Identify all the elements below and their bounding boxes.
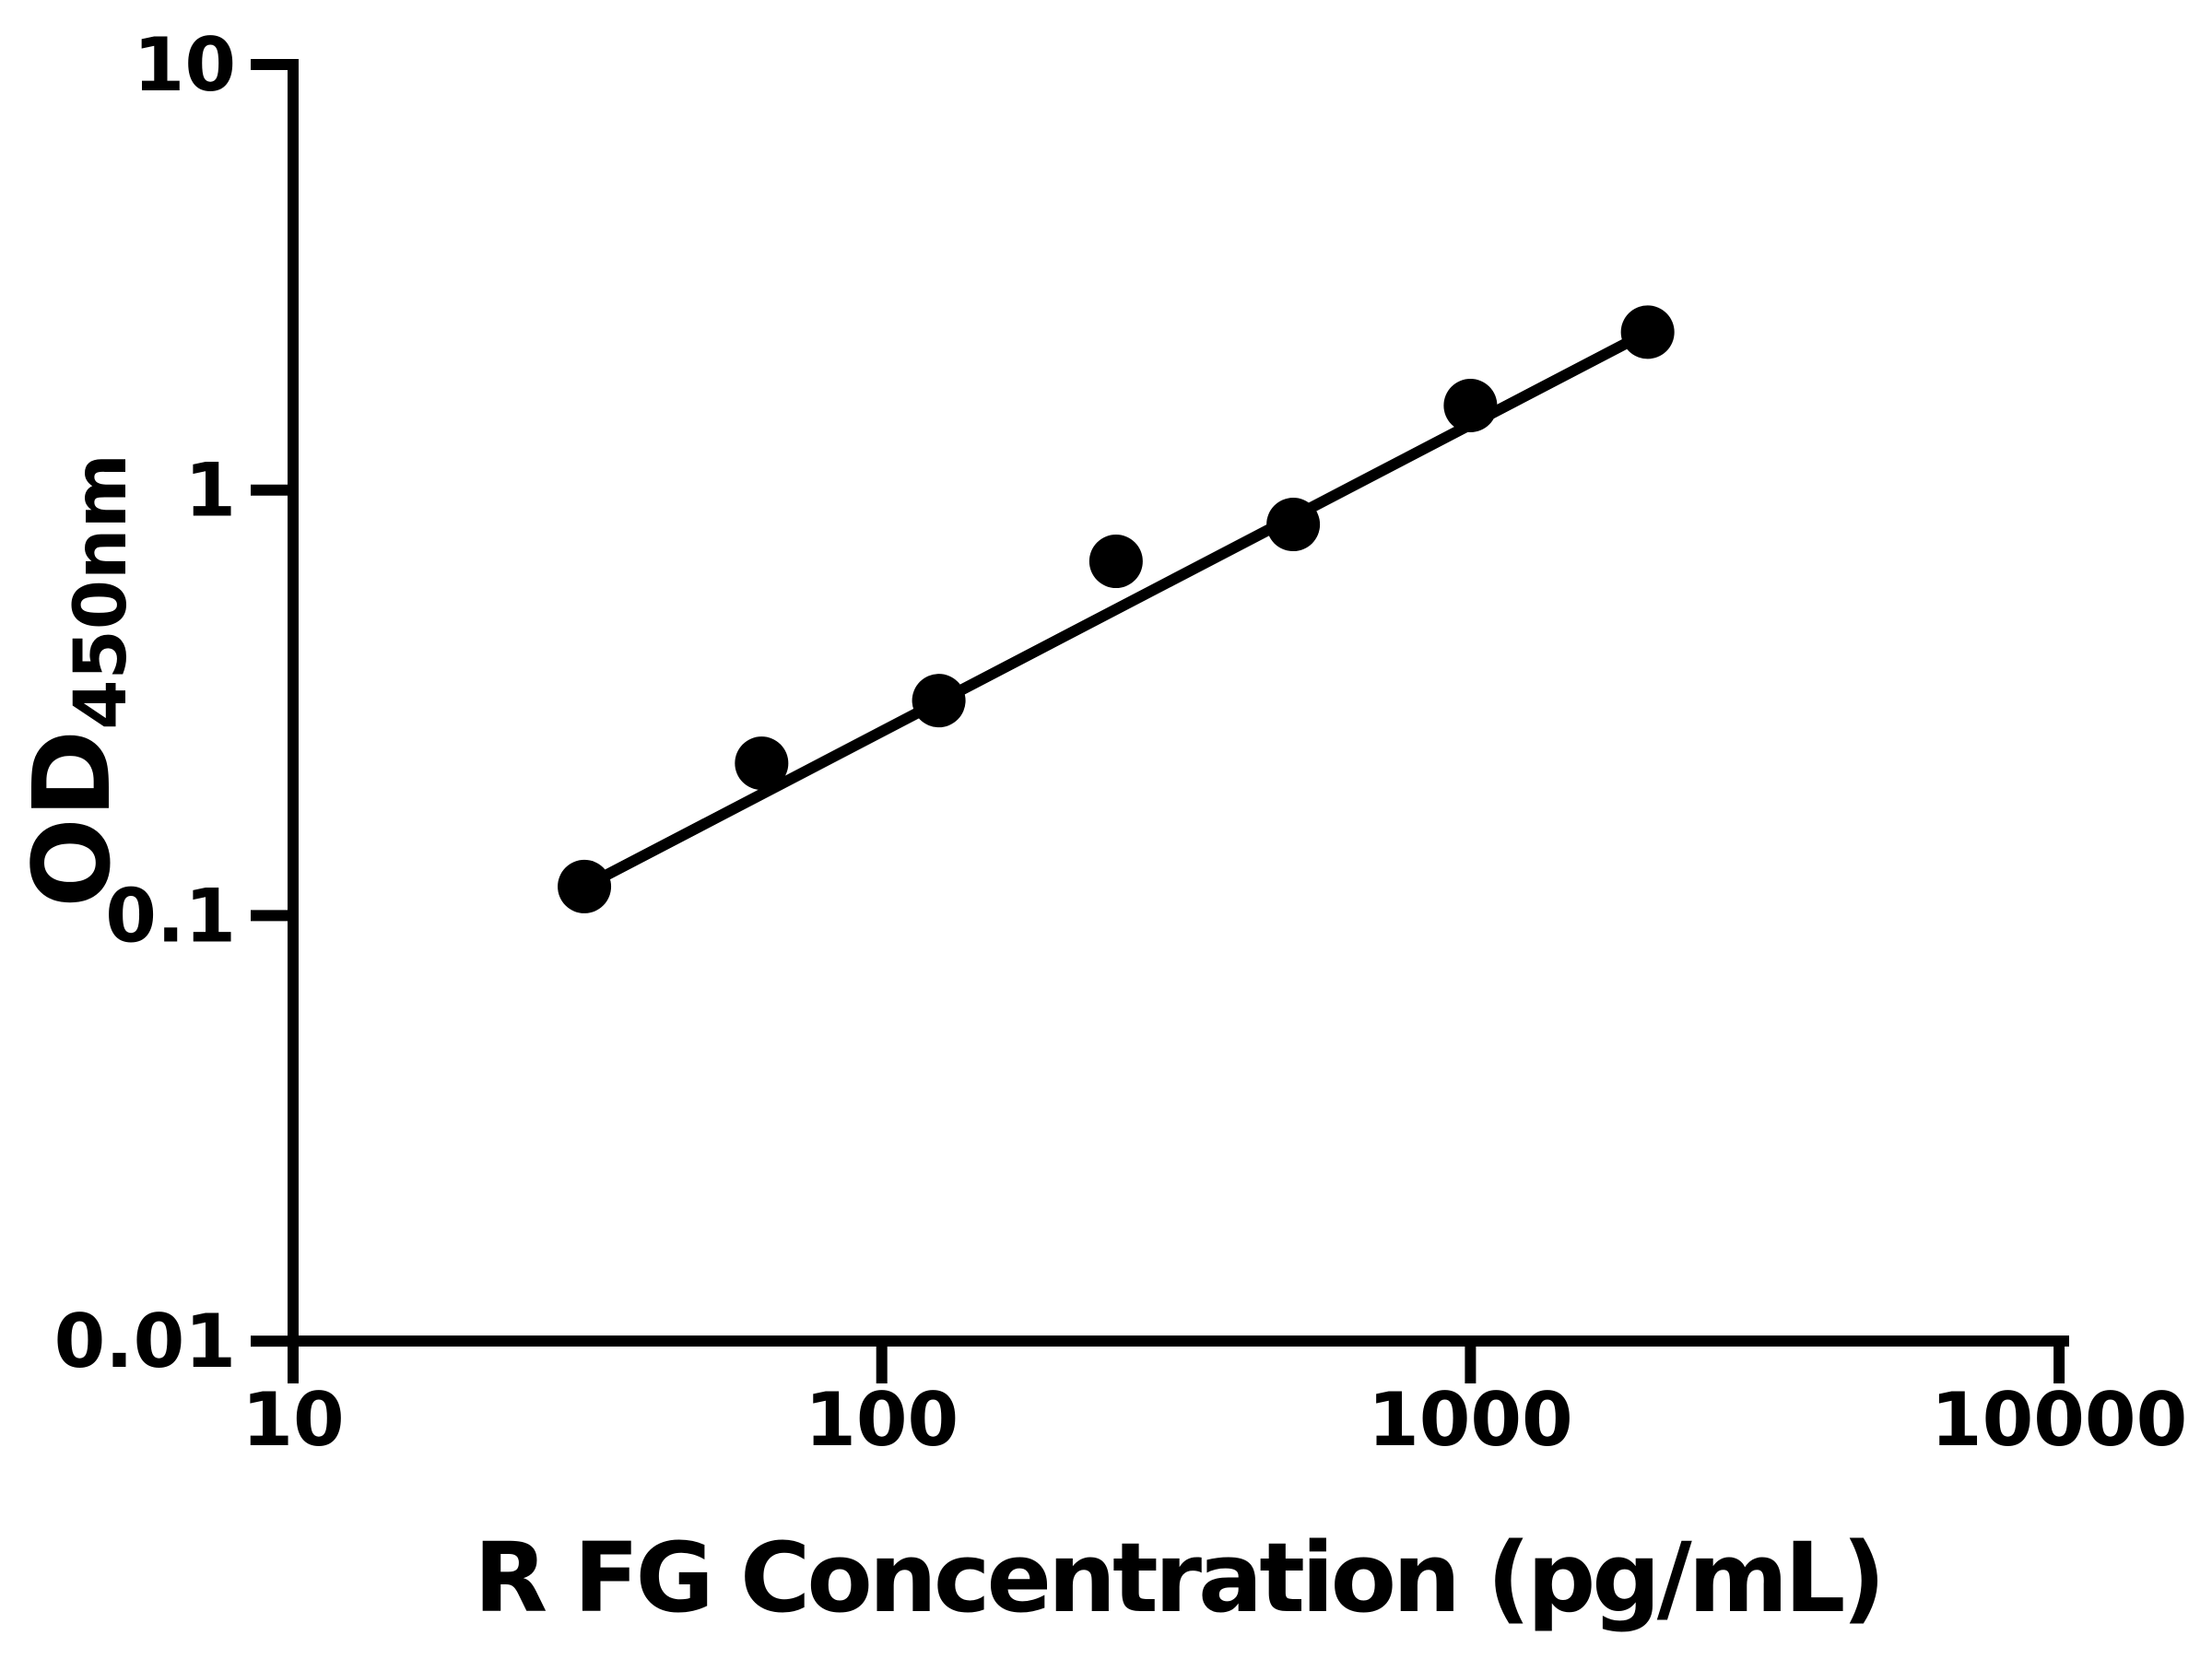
- y-axis-ticks: [251, 59, 293, 1347]
- y-axis-title-main: OD: [11, 730, 135, 908]
- x-axis-title: R FG Concentration (pg/mL): [474, 1522, 1882, 1634]
- axes: [251, 59, 2069, 1383]
- data-point: [1088, 535, 1143, 589]
- y-tick-label: 0.01: [54, 1299, 236, 1384]
- x-tick-label: 10000: [1931, 1377, 2187, 1463]
- data-point: [735, 736, 789, 791]
- y-axis-tick-labels: 10 1 0.1 0.01: [54, 22, 236, 1384]
- data-point: [912, 674, 966, 728]
- data-point: [558, 859, 612, 913]
- x-axis-ticks: [288, 1341, 2065, 1383]
- y-tick-label: 10: [134, 22, 236, 108]
- x-axis-tick-labels: 10 100 1000 10000: [241, 1377, 2187, 1463]
- x-tick-label: 10: [241, 1377, 344, 1463]
- data-point: [1266, 498, 1321, 552]
- y-tick-label: 0.1: [105, 873, 236, 959]
- y-axis-title-subscript: 450nm: [60, 453, 143, 730]
- x-tick-label: 1000: [1368, 1377, 1573, 1463]
- data-point: [1620, 305, 1675, 359]
- x-tick-label: 100: [805, 1377, 959, 1463]
- data-point: [1443, 378, 1498, 432]
- y-axis-title: OD450nm: [11, 453, 143, 908]
- data-points: [558, 305, 1675, 913]
- y-tick-label: 1: [184, 448, 236, 534]
